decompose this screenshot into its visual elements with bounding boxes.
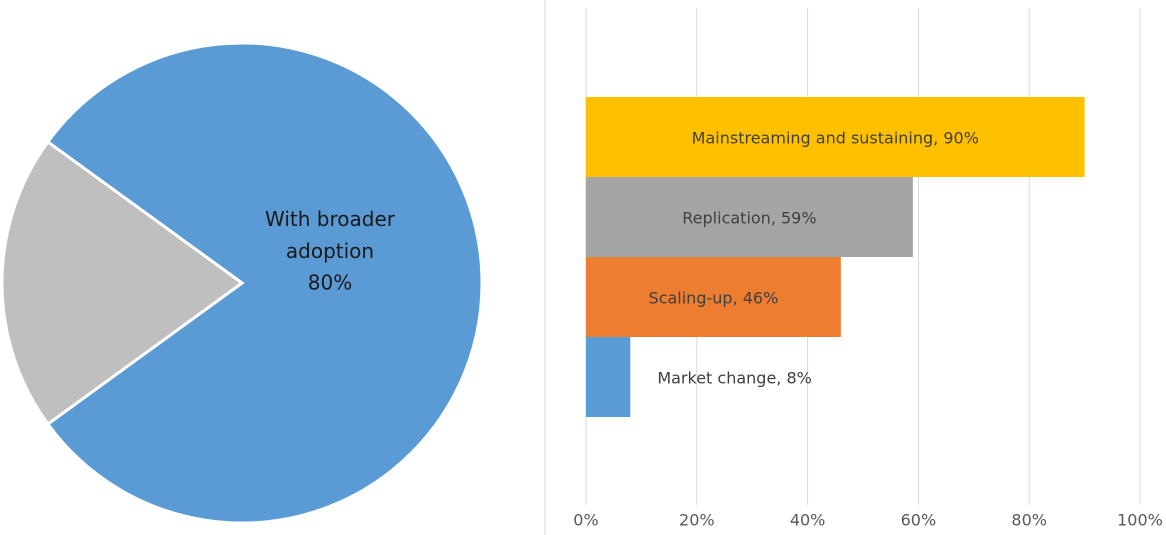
pie-category-line: With broader <box>265 207 396 231</box>
bar-label: Market change, 8% <box>657 369 812 388</box>
pie-category: With broader adoption <box>265 207 396 263</box>
pie-slice <box>0 139 245 427</box>
x-tick-label: 60% <box>901 511 937 530</box>
x-tick-label: 40% <box>790 511 826 530</box>
bar-label: Replication, 59% <box>682 209 816 228</box>
bar <box>586 257 841 337</box>
pie-value-label: 80% <box>308 271 352 295</box>
bar-label: Mainstreaming and sustaining, 90% <box>692 129 979 148</box>
bar <box>586 97 1085 177</box>
pie-category-line: adoption <box>286 239 374 263</box>
bar <box>586 177 913 257</box>
x-tick-label: 0% <box>573 511 598 530</box>
pie-slice <box>45 41 484 525</box>
x-tick-label: 80% <box>1011 511 1047 530</box>
bar-label: Scaling-up, 46% <box>649 289 779 308</box>
x-tick-label: 20% <box>679 511 715 530</box>
x-tick-label: 100% <box>1117 511 1163 530</box>
bar <box>586 337 631 417</box>
